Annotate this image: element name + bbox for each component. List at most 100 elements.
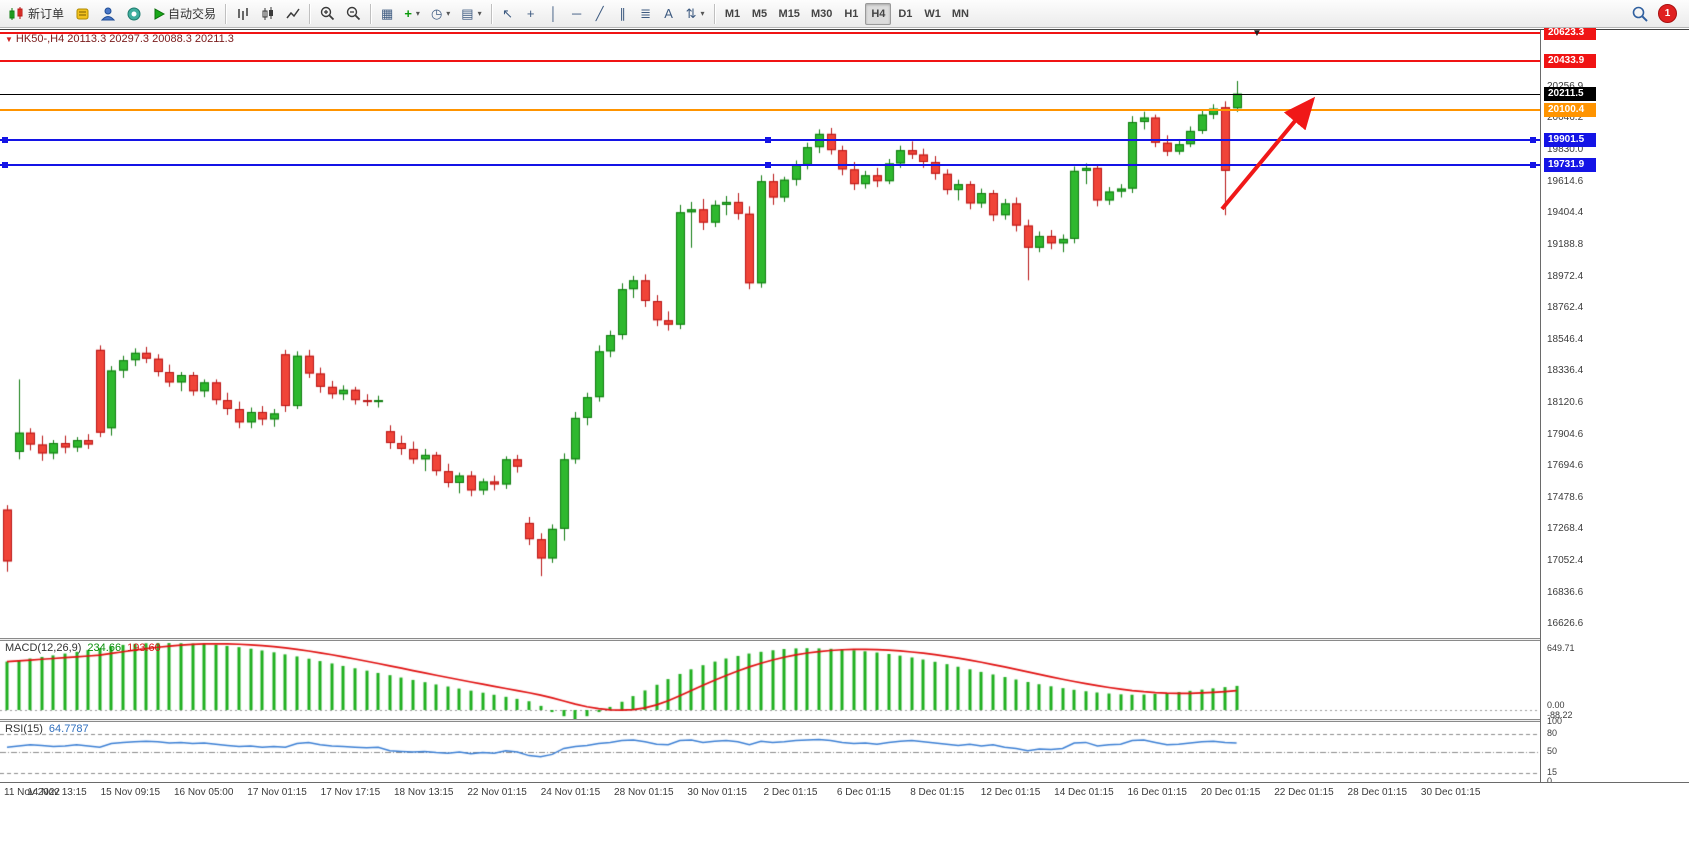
candlestick-chart-button[interactable]: [256, 3, 280, 25]
price-axis-label: 18972.4: [1547, 271, 1584, 282]
panel-splitter[interactable]: [0, 719, 1540, 722]
timeframe-button-h4[interactable]: H4: [865, 2, 892, 25]
crosshair-icon: +: [526, 6, 535, 21]
line-handle[interactable]: [2, 137, 8, 143]
autotrading-button[interactable]: 自动交易: [148, 3, 221, 25]
timeframe-button-d1[interactable]: D1: [892, 3, 918, 25]
plot-area[interactable]: ▼ HK50-,H4 20113.3 20297.3 20088.3 20211.…: [0, 28, 1540, 866]
periods-button[interactable]: ◷ ▾: [426, 3, 455, 25]
macd-label: MACD(12,26,9): [5, 642, 82, 654]
price-axis-label: 17268.4: [1547, 523, 1584, 535]
navigator-person-icon: [101, 7, 116, 20]
cursor-tool-button[interactable]: ↖: [497, 3, 519, 25]
dropdown-caret-icon: ▾: [477, 9, 482, 18]
price-badge-20433.9: 20433.9: [1544, 54, 1596, 68]
timeframe-button-m1[interactable]: M1: [720, 3, 746, 25]
price-axis-label: 16836.6: [1547, 586, 1584, 598]
autotrading-play-icon: [154, 7, 166, 20]
line-chart-icon: [286, 8, 300, 18]
time-axis[interactable]: 11 Nov 2022 14 Nov 13:15 15 Nov 09:15 16 No…: [0, 782, 1689, 867]
arrows-tool-button[interactable]: ⇅ ▾: [681, 3, 710, 25]
pivot-line-20100.4[interactable]: [0, 109, 1540, 111]
resistance-line-20623.3[interactable]: [0, 32, 1540, 34]
text-tool-button[interactable]: A: [658, 3, 680, 25]
add-indicator-icon: +: [404, 6, 412, 21]
templates-button[interactable]: ▤ ▾: [456, 3, 486, 25]
current-line-20211.5[interactable]: [0, 94, 1540, 95]
timeframe-button-mn[interactable]: MN: [947, 3, 974, 25]
line-handle[interactable]: [1530, 137, 1536, 143]
toolbar-separator: [370, 3, 373, 24]
terminal-button[interactable]: [122, 3, 147, 25]
rsi-canvas[interactable]: [0, 722, 1540, 782]
zoom-out-button[interactable]: [341, 3, 366, 25]
time-axis-label: 17 Nov 01:15: [247, 787, 307, 798]
price-badge-19901.5: 19901.5: [1544, 133, 1596, 147]
line-handle[interactable]: [2, 162, 8, 168]
line-handle[interactable]: [765, 162, 771, 168]
symbol-ohlc-text: HK50-,H4 20113.3 20297.3 20088.3 20211.3: [15, 33, 234, 45]
time-axis-label: 6 Dec 01:15: [836, 787, 891, 798]
rsi-scale-label: 0: [1547, 776, 1553, 786]
trendline-tool-button[interactable]: ╱: [589, 3, 611, 25]
time-axis-label: 20 Dec 01:15: [1200, 787, 1261, 798]
new-order-icon: [9, 6, 23, 20]
resistance-line-20433.9[interactable]: [0, 60, 1540, 62]
channel-icon: ∥: [619, 6, 626, 21]
panel-splitter[interactable]: [0, 638, 1540, 641]
macd-signal-value: 193.60: [127, 642, 161, 654]
navigator-button[interactable]: [96, 3, 121, 25]
tile-windows-button[interactable]: ▦: [376, 3, 398, 25]
line-chart-button[interactable]: [281, 3, 305, 25]
market-watch-button[interactable]: [70, 3, 95, 25]
price-axis-label: 20046.2: [1547, 112, 1584, 124]
crosshair-tool-button[interactable]: +: [520, 3, 542, 25]
price-axis-label: 19614.6: [1547, 176, 1584, 187]
template-icon: ▤: [461, 6, 474, 21]
rsi-scale-label: 50: [1547, 746, 1558, 756]
bar-chart-button[interactable]: [231, 3, 255, 25]
autotrading-label: 自动交易: [168, 7, 217, 21]
notification-badge[interactable]: 1: [1658, 4, 1677, 23]
time-axis-label: 14 Dec 01:15: [1054, 787, 1114, 798]
rsi-scale-label: 100: [1547, 716, 1563, 726]
macd-canvas[interactable]: [0, 641, 1540, 719]
vertical-line-tool-button[interactable]: │: [543, 3, 565, 25]
timeframe-button-m5[interactable]: M5: [747, 3, 773, 25]
search-button[interactable]: [1627, 3, 1653, 25]
new-order-button[interactable]: 新订单: [4, 3, 69, 25]
fibonacci-tool-button[interactable]: ≣: [635, 3, 657, 25]
trend-arrow[interactable]: [0, 30, 1540, 782]
rsi-value: 64.7787: [48, 723, 89, 735]
horizontal-line-tool-button[interactable]: ─: [566, 3, 588, 25]
channel-tool-button[interactable]: ∥: [612, 3, 634, 25]
toolbar-separator: [309, 3, 312, 24]
chart-shift-marker[interactable]: ▼: [1252, 28, 1262, 39]
timeframe-button-w1[interactable]: W1: [919, 3, 946, 25]
macd-scale-label: 649.71: [1547, 643, 1575, 653]
price-badge-19731.9: 19731.9: [1544, 158, 1596, 172]
price-axis-label: 18120.6: [1547, 397, 1584, 408]
candlestick-canvas[interactable]: [0, 30, 1540, 638]
price-axis-label: 17052.4: [1547, 555, 1584, 567]
time-axis-label: 14 Nov 13:15: [27, 787, 87, 798]
macd-scale-label: -88.22: [1547, 710, 1573, 720]
timeframe-button-m15[interactable]: M15: [774, 3, 805, 25]
new-order-label: 新订单: [28, 7, 65, 21]
fibonacci-icon: ≣: [640, 6, 652, 21]
timeframe-button-h1[interactable]: H1: [838, 3, 864, 25]
price-badge-20100.4: 20100.4: [1544, 103, 1596, 117]
indicators-button[interactable]: + ▾: [399, 3, 425, 25]
zoom-in-button[interactable]: [315, 3, 340, 25]
price-axis-label: 19188.8: [1547, 238, 1584, 250]
line-handle[interactable]: [1530, 162, 1536, 168]
search-icon: [1632, 6, 1648, 22]
price-axis-label: 16626.6: [1547, 618, 1584, 629]
drawing-tools-group: ↖ + │ ─ ╱ ∥ ≣ A ⇅ ▾: [497, 3, 710, 25]
rsi-scale-label: 15: [1547, 767, 1558, 777]
toolbar-separator: [713, 3, 716, 24]
timeframe-button-m30[interactable]: M30: [806, 3, 837, 25]
line-handle[interactable]: [765, 137, 771, 143]
time-axis-label: 30 Nov 01:15: [687, 787, 747, 798]
price-axis[interactable]: 20623.3 20433.9 20211.5 20100.4 19901.5 19731…: [1540, 26, 1689, 866]
